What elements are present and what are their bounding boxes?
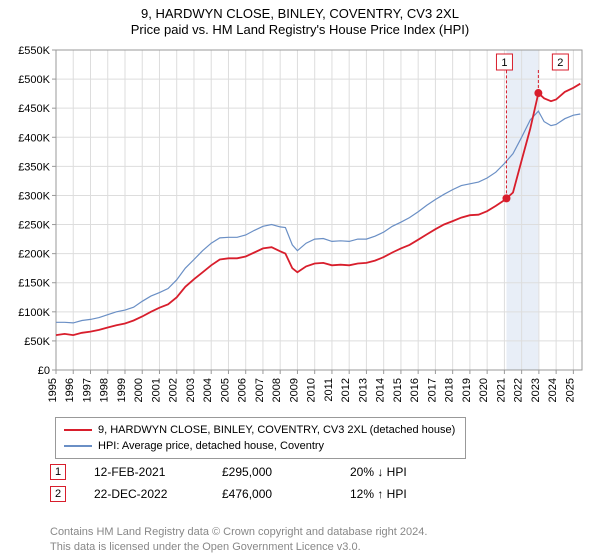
svg-text:£350K: £350K: [18, 161, 50, 173]
svg-text:2012: 2012: [340, 378, 352, 402]
svg-text:2006: 2006: [237, 378, 249, 402]
svg-text:£450K: £450K: [18, 103, 50, 115]
svg-text:2011: 2011: [323, 378, 335, 402]
svg-text:2005: 2005: [219, 378, 231, 402]
event-delta: 12% ↑ HPI: [350, 487, 450, 501]
svg-text:2009: 2009: [288, 378, 300, 402]
svg-text:2002: 2002: [168, 378, 180, 402]
svg-text:£500K: £500K: [18, 74, 50, 86]
svg-text:£150K: £150K: [18, 278, 50, 290]
svg-text:2000: 2000: [133, 378, 145, 402]
legend-row: HPI: Average price, detached house, Cove…: [64, 438, 455, 454]
event-price: £476,000: [222, 487, 322, 501]
svg-text:2004: 2004: [202, 378, 214, 402]
svg-text:2016: 2016: [409, 378, 421, 402]
svg-text:2001: 2001: [150, 378, 162, 402]
svg-text:£550K: £550K: [18, 45, 50, 57]
svg-text:1996: 1996: [64, 378, 76, 402]
footnote-line1: Contains HM Land Registry data © Crown c…: [50, 525, 427, 539]
svg-text:£100K: £100K: [18, 307, 50, 319]
svg-text:2018: 2018: [444, 378, 456, 402]
svg-text:2003: 2003: [185, 378, 197, 402]
legend-label: 9, HARDWYN CLOSE, BINLEY, COVENTRY, CV3 …: [98, 422, 455, 438]
svg-text:1: 1: [501, 57, 507, 69]
legend-row: 9, HARDWYN CLOSE, BINLEY, COVENTRY, CV3 …: [64, 422, 455, 438]
event-table: 1 12-FEB-2021 £295,000 20% ↓ HPI 2 22-DEC-202…: [50, 464, 450, 508]
event-date: 12-FEB-2021: [94, 465, 194, 479]
svg-text:1997: 1997: [81, 378, 93, 402]
svg-text:2008: 2008: [271, 378, 283, 402]
svg-text:2019: 2019: [461, 378, 473, 402]
price-chart: £0 £50K £100K £150K £200K £250K £300K £350K £400…: [8, 44, 592, 404]
event-date: 22-DEC-2022: [94, 487, 194, 501]
svg-text:£50K: £50K: [24, 336, 50, 348]
svg-text:£400K: £400K: [18, 132, 50, 144]
svg-text:2: 2: [557, 57, 563, 69]
event-delta: 20% ↓ HPI: [350, 465, 450, 479]
svg-text:2017: 2017: [426, 378, 438, 402]
event-marker-box: 2: [50, 486, 66, 502]
svg-text:2014: 2014: [375, 378, 387, 402]
legend: 9, HARDWYN CLOSE, BINLEY, COVENTRY, CV3 …: [55, 417, 466, 459]
svg-text:2021: 2021: [495, 378, 507, 402]
svg-text:£200K: £200K: [18, 249, 50, 261]
svg-text:2010: 2010: [306, 378, 318, 402]
svg-text:2023: 2023: [530, 378, 542, 402]
svg-text:2015: 2015: [392, 378, 404, 402]
chart-title-line2: Price paid vs. HM Land Registry's House …: [0, 22, 600, 37]
legend-label: HPI: Average price, detached house, Cove…: [98, 438, 324, 454]
legend-swatch: [64, 445, 92, 447]
event-row: 1 12-FEB-2021 £295,000 20% ↓ HPI: [50, 464, 450, 480]
svg-text:£0: £0: [38, 365, 50, 377]
event-price: £295,000: [222, 465, 322, 479]
svg-text:1995: 1995: [47, 378, 59, 402]
svg-text:2020: 2020: [478, 378, 490, 402]
svg-text:£300K: £300K: [18, 190, 50, 202]
svg-text:2007: 2007: [254, 378, 266, 402]
svg-text:1998: 1998: [99, 378, 111, 402]
footnote-line2: This data is licensed under the Open Gov…: [50, 540, 427, 554]
event-row: 2 22-DEC-2022 £476,000 12% ↑ HPI: [50, 486, 450, 502]
svg-text:2013: 2013: [357, 378, 369, 402]
chart-title-line1: 9, HARDWYN CLOSE, BINLEY, COVENTRY, CV3 …: [0, 6, 600, 21]
svg-text:£250K: £250K: [18, 220, 50, 232]
svg-text:2022: 2022: [513, 378, 525, 402]
legend-swatch: [64, 429, 92, 431]
svg-text:2025: 2025: [564, 378, 576, 402]
svg-text:1999: 1999: [116, 378, 128, 402]
footnote: Contains HM Land Registry data © Crown c…: [50, 525, 427, 554]
event-marker-box: 1: [50, 464, 66, 480]
svg-text:2024: 2024: [547, 378, 559, 402]
